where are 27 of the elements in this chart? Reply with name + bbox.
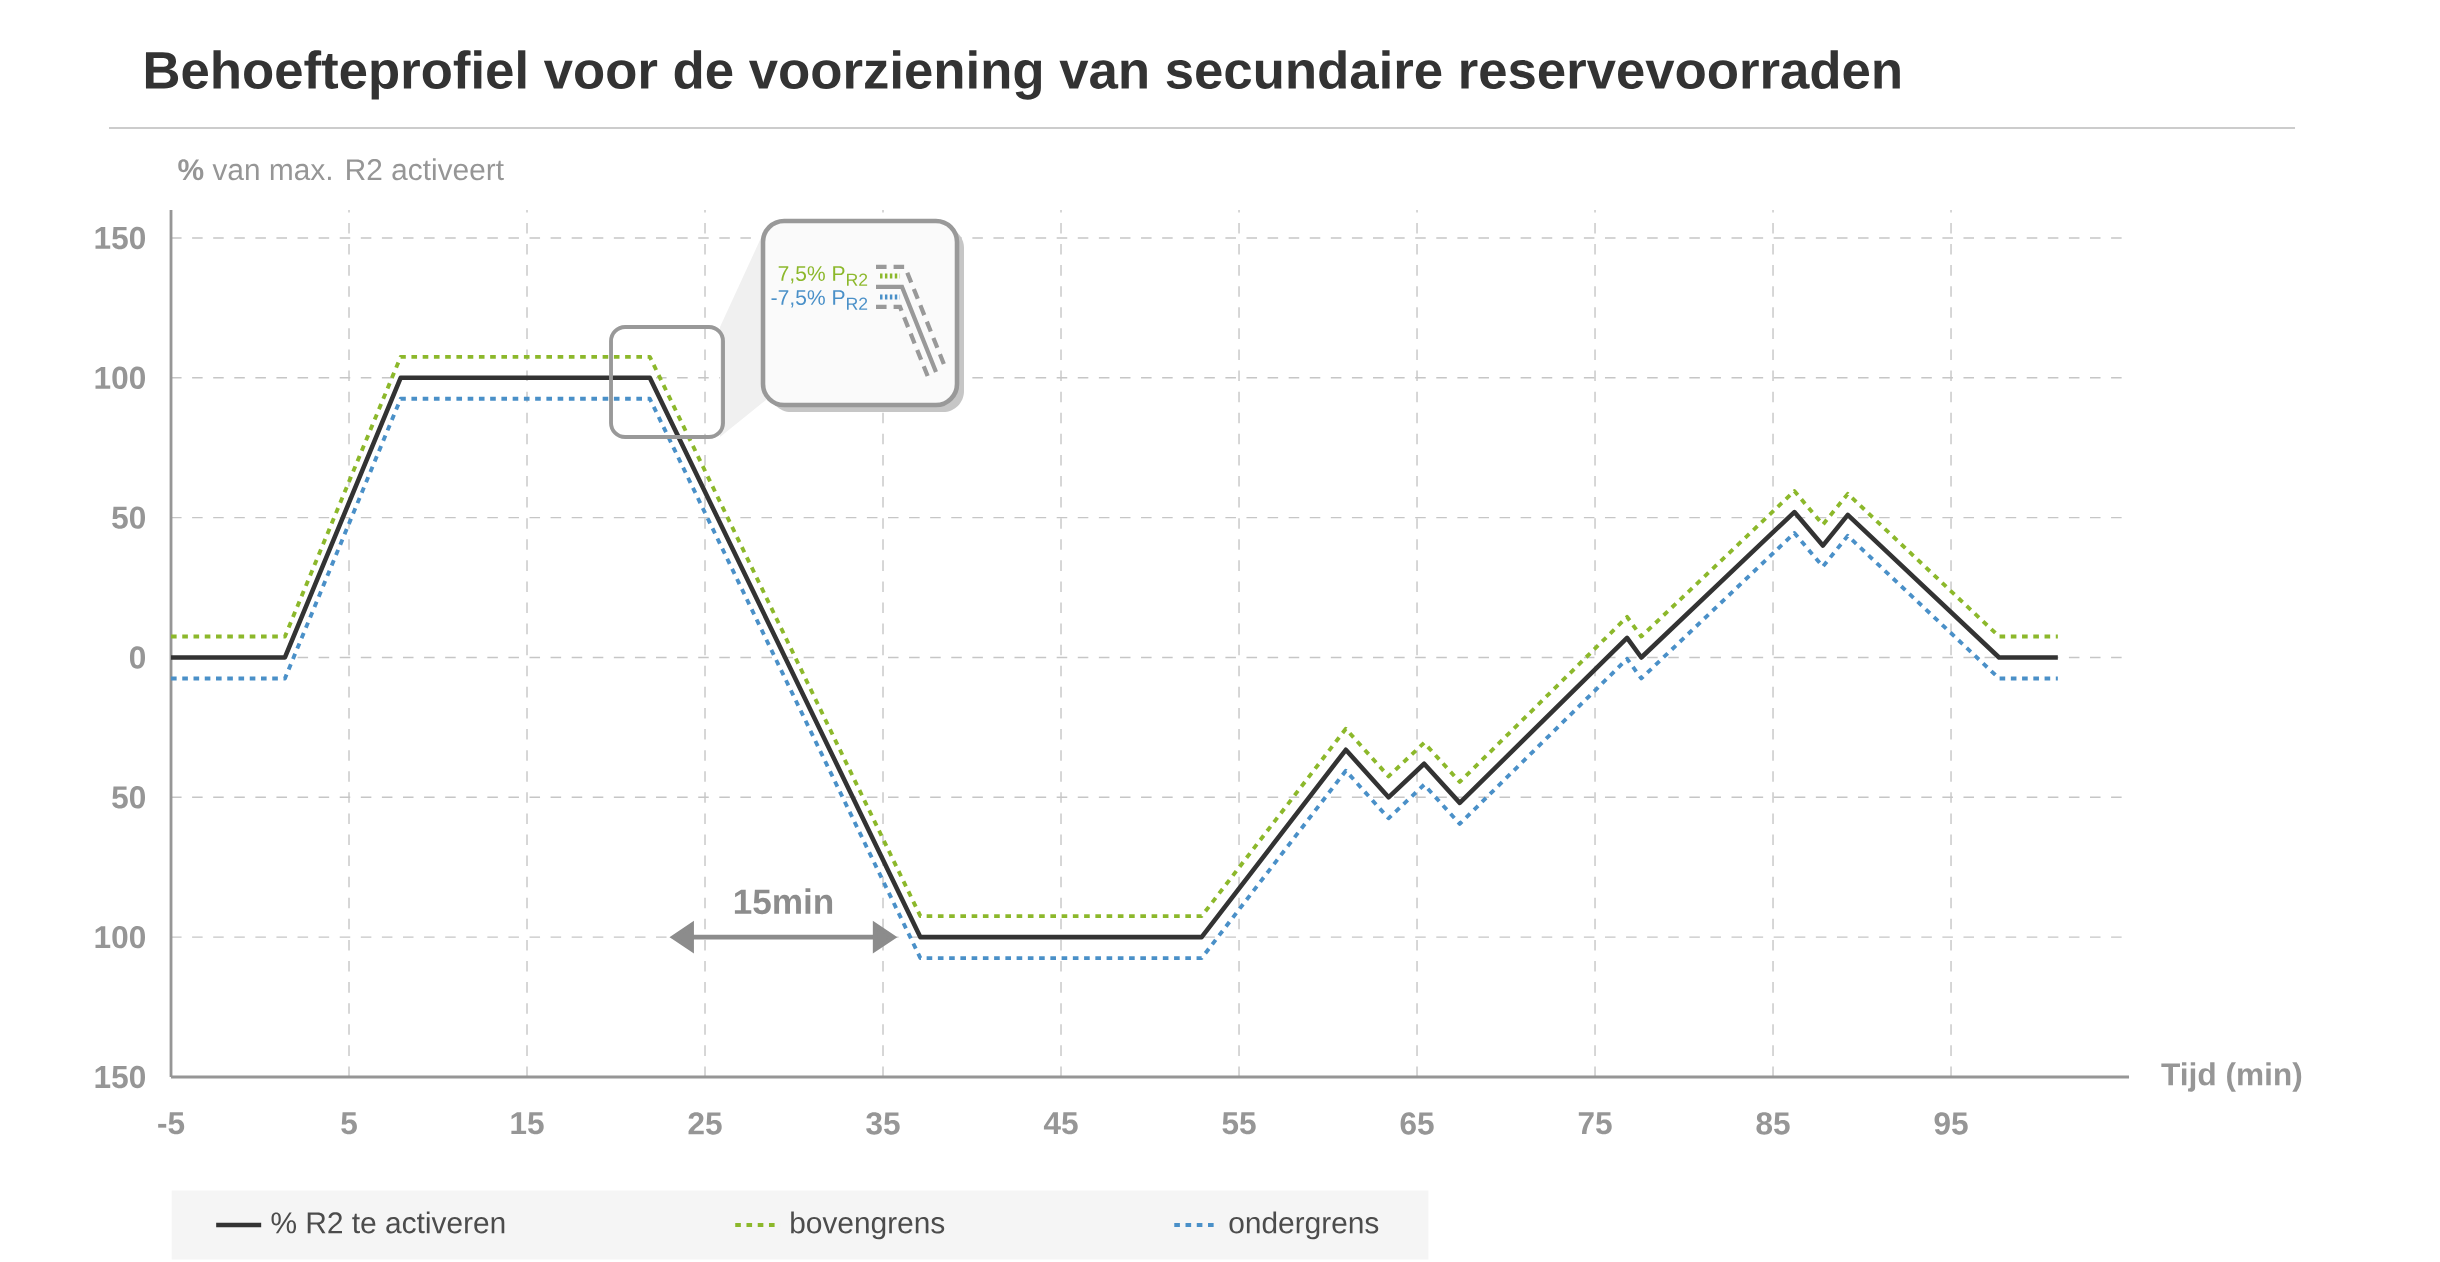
x-axis-title: Tijd (min): [2161, 1062, 2302, 1092]
y-tick-label: 50: [112, 506, 146, 529]
annotation: -7,5% P$_{R2}$: [771, 290, 868, 310]
y-tick-label: 0: [129, 646, 146, 669]
annotation: 15min: [734, 888, 833, 915]
legend-label: ondergrens: [1229, 1211, 1379, 1240]
y-axis-title: % van max. R2 activeert: [178, 158, 504, 181]
x-tick-label: 35: [866, 1112, 900, 1135]
x-tick-label: 15: [511, 1112, 544, 1135]
x-tick-label: 95: [1934, 1112, 1968, 1135]
x-tick-label: 65: [1400, 1112, 1434, 1135]
x-tick-label: -5: [158, 1112, 185, 1135]
legend-label: bovengrens: [791, 1211, 945, 1240]
legend-label: % R2 te activeren: [271, 1211, 505, 1234]
x-tick-label: 5: [341, 1112, 357, 1135]
x-tick-label: 25: [688, 1112, 722, 1135]
y-tick-label: 100: [95, 366, 146, 390]
y-tick-label: 150: [95, 226, 146, 250]
y-tick-label: 150: [95, 1065, 146, 1089]
x-tick-label: 45: [1043, 1112, 1078, 1135]
y-tick-label: 50: [112, 786, 146, 809]
x-tick-label: 75: [1578, 1112, 1612, 1135]
chart-title: Behoefteprofiel voor de voorziening van secundaire reservevoorraden: [145, 50, 1900, 100]
x-tick-label: 55: [1222, 1112, 1256, 1135]
x-tick-label: 85: [1756, 1112, 1790, 1135]
y-tick-label: 100: [95, 925, 146, 949]
annotation: 7,5% P$_{R2}$: [778, 266, 868, 286]
